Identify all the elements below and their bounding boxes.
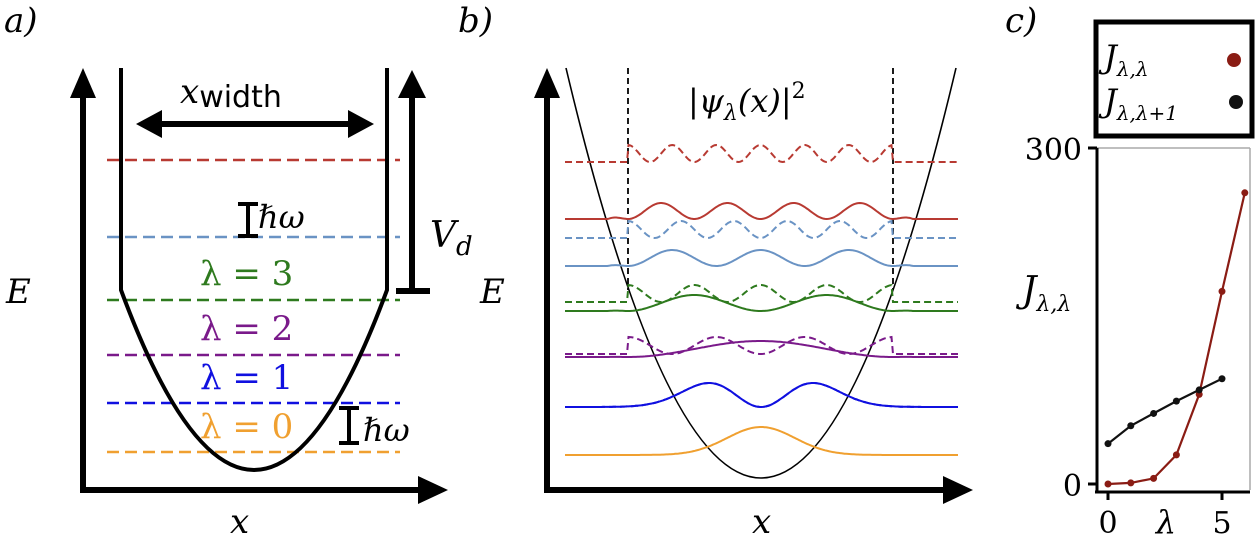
series-0-point-6 bbox=[1241, 189, 1249, 197]
x-tick-label-0: 0 bbox=[1098, 506, 1117, 541]
width-label: xwidth bbox=[180, 72, 282, 115]
wavefunction-curves bbox=[565, 143, 958, 456]
wavefunction-solid-5 bbox=[565, 201, 958, 221]
wavefunction-dashed-4 bbox=[565, 219, 958, 240]
panel-c: c) Jλ,λ Jλ,λ+1 300 0 0 5 λ Jλ,λ bbox=[1005, 1, 1255, 541]
legend-box bbox=[1093, 19, 1255, 139]
hbar-omega-bracket-lower bbox=[339, 406, 359, 445]
wavefunction-dashed-3 bbox=[565, 283, 958, 304]
panel-a-x-arrowhead bbox=[418, 476, 448, 504]
legend-marker-offdiag bbox=[1229, 95, 1243, 109]
series-line-0 bbox=[1107, 192, 1246, 486]
panel-a: a) x E xwidth Vd bbox=[4, 1, 473, 542]
panel-b-x-arrowhead bbox=[943, 476, 973, 504]
panel-b-tag: b) bbox=[458, 1, 493, 41]
x-tick-label-5: 5 bbox=[1212, 506, 1231, 541]
panel-b-y-label: E bbox=[479, 272, 505, 312]
wavefunction-solid-2 bbox=[565, 340, 958, 358]
wavefunction-dashed-2 bbox=[565, 335, 958, 355]
hbar-omega-label-upper: ℏω bbox=[258, 198, 305, 236]
vd-label: Vd bbox=[430, 215, 473, 262]
wavefunction-dashed-1 bbox=[565, 382, 958, 408]
potential-well-curve bbox=[119, 68, 389, 472]
wavefunction-solid-1 bbox=[565, 382, 958, 408]
series-1-point-4 bbox=[1195, 386, 1203, 394]
series-1-point-1 bbox=[1127, 422, 1135, 430]
wavefunction-solid-3 bbox=[565, 294, 958, 312]
legend-marker-diag bbox=[1227, 53, 1241, 67]
level-label-0: λ = 0 bbox=[200, 407, 293, 447]
wavefunction-solid-4 bbox=[565, 249, 958, 267]
hbar-omega-label-lower: ℏω bbox=[363, 411, 410, 449]
series-1-point-5 bbox=[1218, 375, 1226, 383]
level-label-1: λ = 1 bbox=[200, 358, 293, 398]
level-label-2: λ = 2 bbox=[200, 309, 293, 349]
series-1-point-2 bbox=[1150, 409, 1158, 417]
y-tick-label-300: 300 bbox=[1025, 133, 1082, 168]
vd-arrow-head bbox=[398, 70, 426, 98]
series-0-point-2 bbox=[1150, 474, 1158, 482]
wavefunction-dashed-5 bbox=[565, 143, 958, 164]
panel-a-y-label: E bbox=[5, 272, 31, 312]
width-arrow-left-head bbox=[136, 110, 162, 138]
series-0-point-5 bbox=[1218, 287, 1226, 295]
panel-a-y-arrowhead bbox=[70, 68, 96, 98]
legend-label-diag: Jλ,λ bbox=[1098, 38, 1149, 81]
panel-a-tag: a) bbox=[4, 1, 38, 41]
width-arrow-right-head bbox=[348, 110, 374, 138]
level-label-3: λ = 3 bbox=[200, 254, 293, 294]
plot-series bbox=[1104, 189, 1249, 488]
series-0-point-1 bbox=[1127, 479, 1135, 487]
series-1-point-0 bbox=[1104, 440, 1112, 448]
series-1-point-3 bbox=[1172, 397, 1180, 405]
x-axis-label: λ bbox=[1154, 503, 1176, 541]
series-line-1 bbox=[1107, 377, 1223, 445]
hbar-omega-bracket-upper bbox=[238, 202, 258, 238]
psi-squared-label: |ψλ(x)|2 bbox=[688, 79, 806, 126]
legend-label-offdiag: Jλ,λ+1 bbox=[1098, 82, 1178, 125]
y-axis-label: Jλ,λ bbox=[1015, 270, 1071, 317]
series-0-point-3 bbox=[1172, 451, 1180, 459]
panel-b: b) x E |ψλ(x)|2 bbox=[458, 1, 973, 542]
panel-c-tag: c) bbox=[1005, 1, 1037, 41]
panel-b-x-label: x bbox=[752, 502, 771, 542]
harmonic-potential-curve bbox=[565, 67, 957, 479]
panel-a-x-label: x bbox=[230, 502, 249, 542]
panel-b-y-arrowhead bbox=[534, 68, 560, 98]
series-0-point-0 bbox=[1104, 480, 1112, 488]
wavefunction-solid-0 bbox=[565, 426, 958, 456]
y-tick-label-0: 0 bbox=[1063, 469, 1082, 504]
